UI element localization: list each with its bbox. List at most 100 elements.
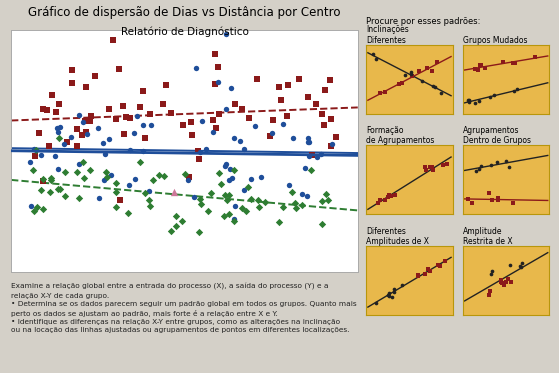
Point: [112, 189, 121, 195]
Point: [119, 131, 128, 137]
Point: [195, 156, 203, 162]
Point: [166, 110, 175, 116]
Point: [381, 197, 390, 203]
Point: [322, 191, 331, 197]
Point: [438, 162, 447, 168]
Point: [492, 159, 501, 164]
Point: [312, 154, 321, 160]
Point: [121, 114, 130, 120]
Point: [390, 192, 399, 198]
Point: [201, 145, 210, 151]
Point: [307, 153, 316, 159]
Point: [101, 169, 110, 175]
Point: [207, 190, 216, 196]
Point: [193, 148, 202, 154]
Point: [298, 191, 307, 197]
Point: [476, 62, 485, 68]
Point: [130, 176, 139, 182]
Point: [126, 147, 135, 153]
Point: [368, 51, 377, 57]
Point: [37, 187, 46, 193]
Point: [304, 135, 313, 141]
Text: Formação
de Agrupamentos: Formação de Agrupamentos: [366, 126, 434, 145]
Point: [216, 181, 225, 187]
Point: [287, 189, 296, 195]
Point: [384, 291, 393, 297]
Point: [471, 66, 480, 72]
Point: [73, 169, 82, 175]
Point: [473, 67, 482, 73]
Point: [311, 101, 320, 107]
Point: [94, 125, 103, 131]
Point: [209, 117, 218, 123]
Point: [177, 218, 186, 224]
Point: [387, 294, 396, 300]
Point: [487, 197, 496, 203]
Point: [463, 97, 472, 103]
Point: [427, 68, 436, 74]
Point: [316, 151, 325, 157]
Point: [214, 64, 222, 70]
Point: [250, 123, 259, 129]
Point: [253, 197, 262, 203]
Point: [480, 65, 489, 71]
Point: [51, 109, 60, 115]
Point: [86, 113, 95, 119]
Point: [476, 163, 485, 169]
Point: [385, 192, 394, 198]
Point: [53, 166, 62, 172]
Point: [225, 166, 234, 172]
Point: [126, 115, 135, 121]
Point: [285, 182, 293, 188]
Point: [85, 118, 94, 124]
Point: [381, 89, 390, 95]
Point: [513, 87, 522, 93]
Point: [85, 167, 94, 173]
Point: [420, 271, 429, 277]
Point: [82, 129, 91, 135]
Point: [471, 168, 480, 174]
Point: [62, 139, 71, 145]
Point: [231, 204, 240, 210]
Point: [505, 164, 514, 170]
Text: Grupos Mudados: Grupos Mudados: [463, 36, 527, 45]
Point: [133, 113, 142, 119]
Point: [80, 118, 89, 124]
Point: [414, 273, 423, 279]
Point: [428, 167, 437, 173]
Point: [395, 81, 404, 87]
Point: [474, 166, 483, 172]
Point: [197, 118, 206, 124]
Point: [155, 172, 164, 178]
Point: [229, 216, 238, 222]
Point: [414, 68, 423, 74]
Point: [230, 167, 239, 173]
Point: [506, 279, 515, 285]
Point: [29, 147, 38, 153]
Point: [240, 146, 249, 152]
Point: [304, 140, 313, 145]
Point: [139, 148, 148, 154]
Point: [284, 82, 293, 88]
Point: [494, 195, 503, 201]
Point: [39, 176, 48, 182]
Point: [130, 131, 139, 137]
Point: [372, 56, 381, 62]
Point: [464, 99, 473, 105]
Point: [467, 200, 476, 206]
Point: [326, 143, 335, 149]
Point: [159, 101, 168, 107]
Point: [376, 90, 385, 96]
Point: [383, 292, 392, 298]
Point: [430, 84, 439, 90]
Point: [188, 132, 197, 138]
Point: [135, 104, 144, 110]
Point: [470, 100, 479, 106]
Point: [44, 143, 53, 149]
Point: [464, 196, 473, 202]
Point: [222, 161, 231, 167]
Point: [195, 149, 204, 155]
Point: [146, 122, 155, 128]
Point: [169, 189, 178, 195]
Point: [260, 199, 269, 205]
